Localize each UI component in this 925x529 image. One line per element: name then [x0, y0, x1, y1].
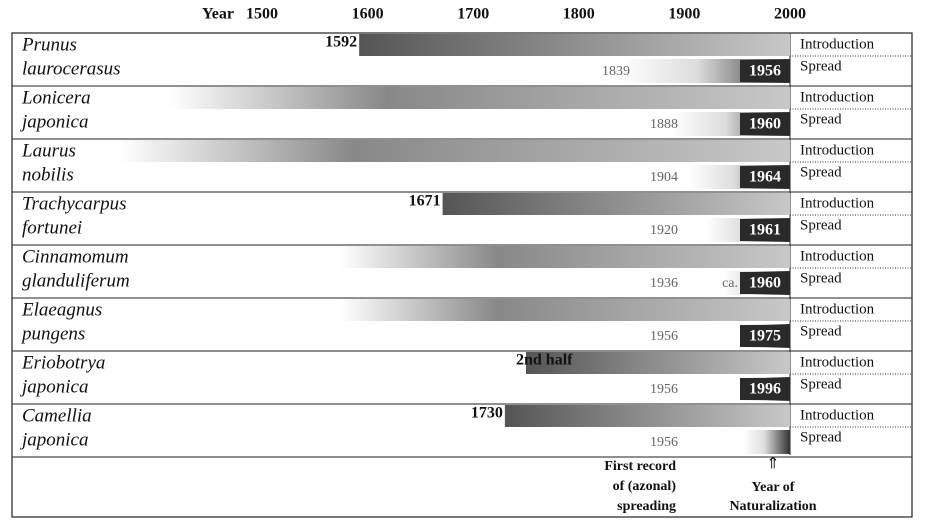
naturalization-box [740, 325, 790, 347]
epithet: japonica [19, 376, 89, 397]
row-label: Spread [800, 270, 842, 286]
spread-label: 1888 [650, 117, 678, 132]
row-label: Introduction [800, 195, 875, 211]
genus: Laurus [21, 140, 76, 161]
naturalization-label: 1964 [749, 169, 781, 186]
spread-label: 1936 [650, 276, 678, 291]
naturalization-box [740, 219, 790, 241]
spread-label: 1839 [602, 64, 630, 79]
introduction-bar [442, 193, 790, 215]
footer-first-record: spreading [617, 499, 676, 514]
epithet: japonica [19, 429, 89, 450]
genus: Cinnamomum [22, 246, 129, 267]
naturalization-box [740, 166, 790, 188]
naturalization-label: 1960 [749, 275, 781, 292]
naturalization-box [740, 113, 790, 135]
spread-label: 1956 [650, 382, 678, 397]
naturalization-prefix: ca. [722, 276, 738, 291]
arrow: ⇑ [766, 456, 779, 473]
footer-first-record: of (azonal) [613, 479, 677, 494]
introduction-label: 1671 [409, 193, 441, 210]
x-tick-label: 1500 [246, 6, 278, 23]
naturalization-box [740, 60, 790, 82]
row-label: Introduction [800, 248, 875, 264]
footer-first-record: First record [604, 459, 676, 474]
introduction-fade [120, 140, 790, 162]
epithet: japonica [19, 111, 89, 132]
x-tick-label: 1700 [457, 6, 489, 23]
spread-label: 1956 [650, 329, 678, 344]
epithet: laurocerasus [22, 58, 121, 79]
row-label: Spread [800, 376, 842, 392]
introduction-fade [340, 299, 790, 321]
x-tick-label: 1600 [352, 6, 384, 23]
row-label: Spread [800, 217, 842, 233]
naturalization-label: 1975 [749, 328, 781, 345]
row-label: Introduction [800, 89, 875, 105]
content: 1500 1600 1700 1800 1900 2000 Prunus lauroceras… [12, 6, 912, 514]
row-label: Spread [800, 323, 842, 339]
x-tick-label: 2000 [774, 6, 806, 23]
row-label: Introduction [800, 407, 875, 423]
row-label: Introduction [800, 36, 875, 52]
row-label: Spread [800, 111, 842, 127]
spread-label: 1904 [650, 170, 678, 185]
naturalization-label: 1956 [749, 63, 781, 80]
genus: Eriobotrya [21, 352, 105, 373]
introduction-bar [359, 34, 790, 56]
naturalization-label: 1996 [749, 381, 781, 398]
footer-naturalization: Year of [752, 480, 795, 495]
row-label: Spread [800, 164, 842, 180]
genus: Elaeagnus [21, 299, 102, 320]
spread-label: 1956 [650, 435, 678, 450]
genus: Lonicera [21, 87, 91, 108]
genus: Trachycarpus [22, 193, 127, 214]
epithet: glanduliferum [22, 270, 130, 291]
introduction-label: 2nd half [516, 352, 573, 369]
naturalization-box [740, 378, 790, 400]
spread-label: 1920 [650, 223, 678, 238]
x-axis-label: Year [202, 6, 234, 23]
naturalization-box [740, 272, 790, 294]
x-tick-label: 1900 [668, 6, 700, 23]
spread-bar [743, 430, 790, 454]
row-label: Introduction [800, 142, 875, 158]
row-label: Introduction [800, 354, 875, 370]
row-label: Spread [800, 429, 842, 445]
epithet: nobilis [22, 164, 74, 185]
x-tick-label: 1800 [563, 6, 595, 23]
genus: Camellia [22, 405, 92, 426]
introduction-bar [526, 352, 790, 374]
row-label: Introduction [800, 301, 875, 317]
introduction-fade [340, 246, 790, 268]
epithet: fortunei [22, 217, 82, 238]
introduction-bar [504, 405, 790, 427]
introduction-label: 1730 [471, 405, 503, 422]
introduction-label: 1592 [325, 34, 357, 51]
naturalization-label: 1961 [749, 222, 781, 239]
naturalization-label: 1960 [749, 116, 781, 133]
footer-naturalization: Naturalization [729, 499, 816, 514]
introduction-fade [170, 87, 790, 109]
row-label: Spread [800, 58, 842, 74]
genus: Prunus [21, 34, 77, 55]
epithet: pungens [20, 323, 85, 344]
